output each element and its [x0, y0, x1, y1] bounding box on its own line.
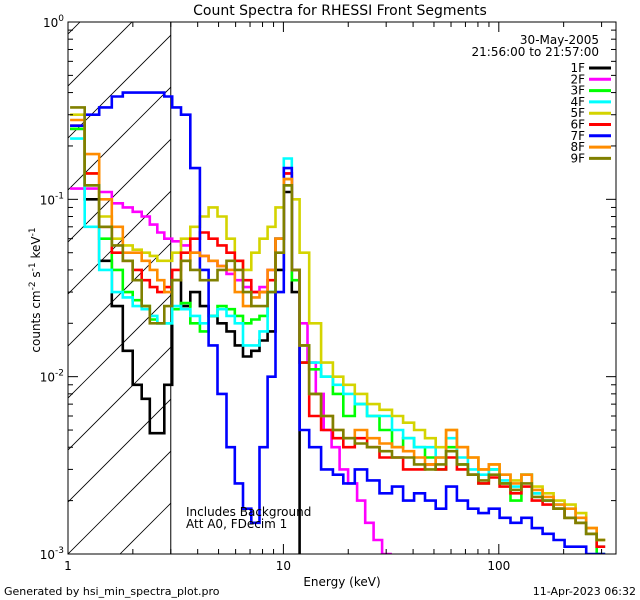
- y-tick-label: 10-3: [40, 546, 64, 562]
- x-tick-labels: 1 10 100: [64, 559, 510, 573]
- hatch-line: [588, 0, 640, 554]
- hatch-line: [432, 0, 640, 554]
- hatch-line: [68, 34, 171, 139]
- y-tick-label: 100: [43, 14, 64, 30]
- series-8F: [70, 118, 606, 542]
- hatch-line: [68, 450, 171, 554]
- footer-timestamp: 11-Apr-2023 06:32: [533, 585, 636, 598]
- axis-ticks: [67, 22, 616, 555]
- legend-label-4F: 4F: [570, 95, 585, 109]
- legend-label-1F: 1F: [570, 61, 585, 75]
- y-tick-labels: 10-3 10-2 10-1 100: [40, 14, 65, 562]
- hatch-line: [484, 0, 640, 554]
- series-layer: [70, 91, 606, 554]
- footer-generated-by: Generated by hsi_min_spectra_plot.pro: [4, 585, 220, 598]
- hatch-line: [276, 0, 640, 554]
- attenuator-hatch-region: [0, 0, 640, 554]
- legend-label-2F: 2F: [570, 72, 585, 86]
- hatch-line: [68, 138, 171, 243]
- y-tick-label: 10-2: [40, 369, 64, 385]
- legend-label-8F: 8F: [570, 140, 585, 154]
- hatch-line: [0, 0, 96, 554]
- hatch-line: [380, 0, 640, 554]
- legend-label-7F: 7F: [570, 129, 585, 143]
- legend-label-6F: 6F: [570, 118, 585, 132]
- x-axis-label: Energy (keV): [303, 575, 380, 589]
- legend-label-5F: 5F: [570, 106, 585, 120]
- annotation-attenuator: Att A0, FDecim 1: [186, 517, 287, 531]
- hatch-line: [68, 22, 81, 35]
- legend-label-3F: 3F: [570, 84, 585, 98]
- hatch-line: [328, 0, 640, 554]
- hatch-line: [536, 0, 640, 554]
- legend-label-9F: 9F: [570, 151, 585, 165]
- hatch-line: [68, 398, 171, 503]
- series-1F: [70, 127, 301, 554]
- hatch-line: [68, 190, 171, 295]
- series-7F: [70, 91, 606, 554]
- x-tick-label: 100: [487, 559, 510, 573]
- x-tick-label: 10: [276, 559, 291, 573]
- annotation-background: Includes Background: [186, 505, 311, 519]
- series-5F: [70, 113, 606, 542]
- chart-title: Count Spectra for RHESSI Front Segments: [193, 3, 487, 19]
- hatch-line: [68, 22, 133, 87]
- series-3F: [70, 127, 606, 554]
- hatch-line: [68, 242, 171, 347]
- legend-time-range: 21:56:00 to 21:57:00: [472, 45, 599, 59]
- series-9F: [70, 106, 606, 542]
- y-tick-label: 10-1: [40, 191, 64, 207]
- hatch-line: [119, 502, 171, 554]
- hatch-line: [68, 294, 171, 399]
- legend-date: 30-May-2005: [520, 33, 599, 47]
- x-tick-label: 1: [64, 559, 72, 573]
- y-axis-label: counts cm-2 s-1 keV-1: [28, 227, 43, 352]
- plot-frame: [67, 21, 617, 555]
